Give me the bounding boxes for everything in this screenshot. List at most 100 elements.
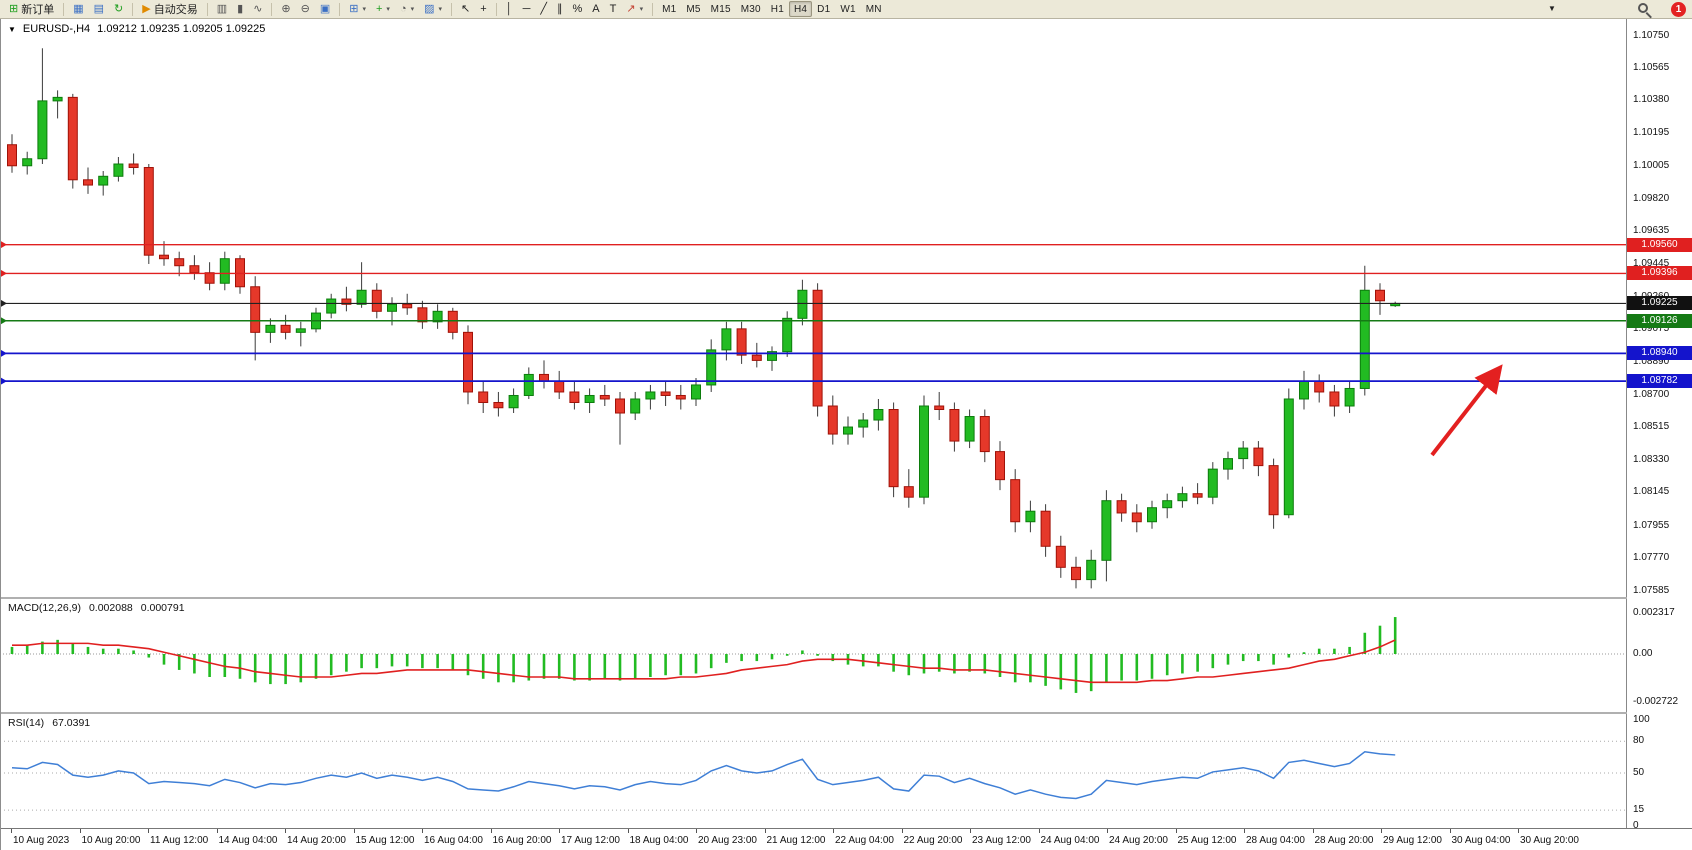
toolbar-overflow-icon[interactable]: ▼ [1548, 4, 1556, 13]
candle [919, 395, 929, 505]
candle [1086, 549, 1097, 589]
timeframe-d1-button-label: D1 [817, 3, 831, 15]
text-button[interactable]: A [587, 1, 604, 17]
price-badge-1.09225: 1.09225 [1627, 296, 1692, 311]
timeframe-mn-button[interactable]: MN [861, 1, 887, 17]
grid-icon: ▦ [73, 2, 84, 15]
chart-bars-button[interactable]: ▥ [212, 1, 232, 17]
toolbar-items: ⊞ 新订单 ▦ ▤ ↻ ▶ 自动交易 ▥ ▮ ∿ ⊕ ⊖ ▣ ⊞ ▾ + ▾ ◔ ▾ ▨ ▾ ↖ + │ ─ ╱ ∥% A T ↗ ▾ M1 M… [0, 0, 1692, 18]
auto-trading-button[interactable]: ▶ 自动交易 [137, 1, 202, 17]
toolbar-separator [652, 2, 654, 16]
toolbar-separator [339, 2, 341, 16]
new-chart-button[interactable]: ⊞ ▾ [344, 1, 371, 17]
arrows-button[interactable]: ↗ ▾ [621, 1, 648, 17]
horizontal-line-button[interactable]: ─ [518, 1, 536, 17]
chart-candles-button[interactable]: ▮ [232, 1, 248, 17]
candle [523, 367, 534, 399]
price-badge-1.09126: 1.09126 [1627, 313, 1692, 328]
cursor-button[interactable]: ↖ [456, 1, 475, 17]
time-label: 29 Aug 12:00 [1383, 835, 1442, 846]
annotation-arrow[interactable] [1430, 364, 1503, 457]
candle [128, 153, 139, 175]
time-tick [1038, 829, 1040, 833]
candle [67, 93, 78, 189]
templates-button[interactable]: ▨ ▾ [419, 1, 447, 17]
price-tick-label: 1.09635 [1633, 225, 1670, 237]
time-label: 11 Aug 12:00 [150, 835, 209, 846]
candle [1025, 500, 1036, 533]
label-button[interactable]: T [605, 1, 622, 17]
data-window-button[interactable]: ▤ [89, 1, 109, 17]
timeframe-d1-button[interactable]: D1 [812, 1, 835, 17]
price-badge-1.08782: 1.08782 [1627, 374, 1692, 389]
price-tick-label: 1.10195 [1633, 126, 1670, 138]
timeframe-m1-button[interactable]: M1 [657, 1, 681, 17]
time-tick [559, 829, 560, 833]
fibonacci-button[interactable]: % [567, 1, 587, 17]
time-label: 23 Aug 12:00 [972, 835, 1031, 846]
level-line-marker [0, 269, 7, 278]
time-tick [696, 829, 697, 833]
timeframe-m5-button[interactable]: M5 [681, 1, 705, 17]
time-tick [1107, 829, 1108, 833]
time-label: 14 Aug 20:00 [287, 835, 346, 846]
candle [189, 255, 200, 280]
trendline-button[interactable]: ╱ [535, 1, 552, 17]
clock-icon: ◔ [399, 2, 407, 15]
candle [675, 384, 686, 410]
price-tick-label: 1.08890 [1633, 355, 1670, 367]
toolbar-separator [132, 2, 134, 16]
indicators-button[interactable]: + ▾ [371, 1, 395, 17]
crosshair-button[interactable]: + [475, 1, 491, 17]
search-icon[interactable] [1638, 3, 1648, 13]
candle [1162, 493, 1173, 519]
notification-badge[interactable]: 1 [1671, 2, 1686, 17]
toolbar-separator [63, 2, 65, 16]
timeframe-m15-button[interactable]: M15 [706, 1, 736, 17]
timeframe-h1-button[interactable]: H1 [766, 1, 789, 17]
new-order-button[interactable]: ⊞ 新订单 [4, 1, 59, 17]
vertical-line-icon: │ [505, 2, 513, 15]
panel-separator-macd[interactable] [0, 597, 1692, 599]
chart-symbol-period: EURUSD-,H4 [22, 23, 91, 35]
time-tick [11, 829, 12, 833]
candle [630, 391, 641, 421]
candle [1192, 483, 1203, 505]
zoom-out-button[interactable]: ⊖ [296, 1, 315, 17]
candle [83, 167, 93, 194]
time-label: 25 Aug 12:00 [1177, 835, 1237, 846]
time-label: 20 Aug 23:00 [698, 835, 757, 846]
candle [235, 255, 245, 294]
price-axis[interactable]: 1.10750 1.10565 1.10380 1.10195 1.10005 1.098… [1627, 19, 1692, 831]
periods-button[interactable]: ◔ ▾ [395, 1, 419, 17]
macd-plot-area[interactable] [0, 599, 1626, 712]
candle [508, 388, 519, 414]
timeframe-m30-button[interactable]: M30 [736, 1, 766, 17]
macd-label-row: MACD(12,26,9) 0.002088 0.000791 [8, 602, 185, 614]
fibonacci-icon: % [572, 2, 583, 15]
chart-line-button[interactable]: ∿ [248, 1, 267, 17]
rsi-axis-label: 0 [1633, 819, 1639, 831]
chart-collapse-icon[interactable]: ▼ [8, 24, 16, 34]
time-tick [1244, 829, 1245, 833]
zoom-in-button[interactable]: ⊕ [276, 1, 295, 17]
tile-windows-button[interactable]: ▣ [315, 1, 335, 17]
timeframe-w1-button[interactable]: W1 [835, 1, 860, 17]
candle [1010, 469, 1021, 533]
candle [736, 321, 747, 364]
rsi-plot-area[interactable] [0, 714, 1626, 828]
channel-button[interactable]: ∥ [552, 1, 568, 17]
candle [219, 251, 230, 291]
rsi-axis-label: 100 [1633, 713, 1650, 725]
charts-grid-button[interactable]: ▦ [68, 1, 88, 17]
time-axis[interactable]: 10 Aug 2023 10 Aug 20:00 11 Aug 12:00 14 Au… [0, 828, 1692, 850]
rsi-axis-label: 80 [1633, 734, 1645, 746]
vertical-line-button[interactable]: │ [501, 1, 518, 17]
candle [1071, 556, 1081, 589]
refresh-button[interactable]: ↻ [109, 1, 128, 17]
timeframe-h4-button[interactable]: H4 [788, 1, 813, 17]
candle [1375, 283, 1385, 315]
panel-separator-rsi[interactable] [0, 712, 1692, 714]
time-label: 28 Aug 20:00 [1314, 835, 1374, 846]
